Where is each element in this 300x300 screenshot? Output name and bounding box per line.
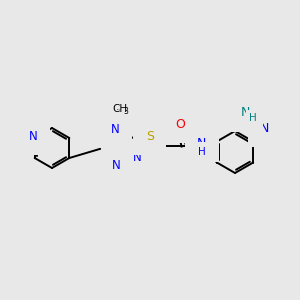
Text: N: N [112,159,121,172]
Text: N: N [29,130,38,143]
Text: H: H [249,113,256,123]
Text: N: N [132,152,141,164]
Text: N: N [197,136,206,149]
Text: CH: CH [112,104,127,114]
Text: O: O [175,118,185,130]
Text: 3: 3 [124,107,129,116]
Text: methyl: methyl [117,109,122,110]
Text: H: H [198,147,206,157]
Text: S: S [146,130,154,142]
Text: N: N [111,123,120,136]
Text: N: N [241,106,250,119]
Text: N: N [260,122,270,135]
